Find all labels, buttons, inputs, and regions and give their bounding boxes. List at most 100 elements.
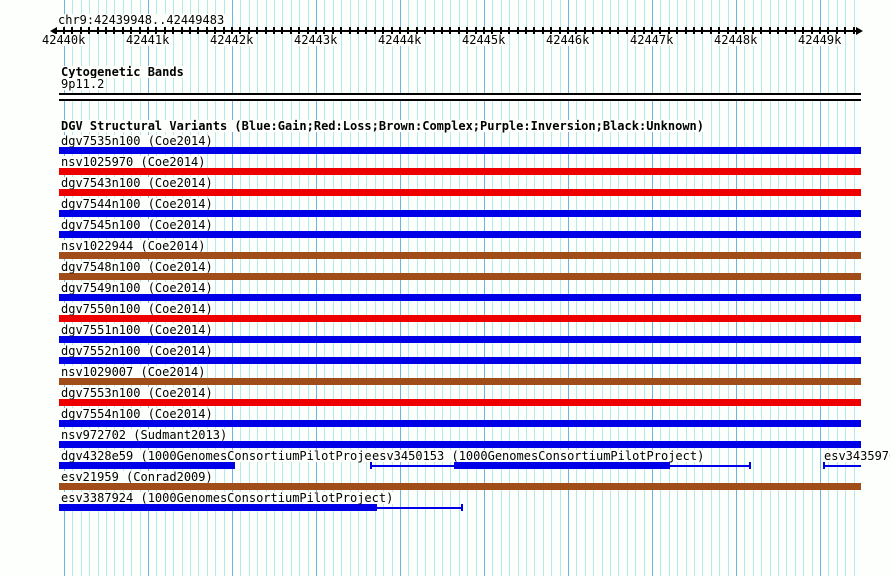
ruler-tick — [525, 27, 527, 34]
gridline-minor — [836, 0, 838, 576]
variant-bar[interactable] — [59, 273, 861, 280]
ruler-tick — [676, 27, 679, 34]
variant-label[interactable]: nsv1029007 (Coe2014) — [60, 365, 207, 379]
variant-label[interactable]: esv3435976 — [823, 450, 890, 462]
variant-bar[interactable] — [59, 504, 378, 511]
ruler-tick — [415, 27, 418, 34]
gridline-minor — [551, 0, 553, 576]
ruler-tick — [844, 27, 847, 34]
gridline-minor — [442, 0, 443, 576]
gridline-minor — [685, 0, 687, 576]
variant-bar[interactable] — [59, 357, 861, 364]
variant-label[interactable]: esv21959 (Conrad2009) — [60, 470, 214, 484]
variant-label[interactable]: nsv1022944 (Coe2014) — [60, 239, 207, 253]
variant-label[interactable]: nsv972702 (Sudmant2013) — [60, 428, 229, 442]
gridline-minor — [467, 0, 469, 576]
variant-label[interactable]: dgv7550n100 (Coe2014) — [60, 302, 214, 316]
variant-bar[interactable] — [59, 483, 861, 490]
gridline-minor — [710, 0, 712, 576]
variant-bar[interactable] — [453, 462, 670, 469]
gridline-major — [232, 0, 233, 576]
variant-range-end-tick[interactable] — [369, 462, 372, 469]
ruler-tick — [793, 27, 796, 34]
variant-bar[interactable] — [59, 378, 861, 385]
ruler-tick — [105, 27, 107, 34]
ruler-tick-label: 42449k — [797, 33, 843, 47]
gridline-minor — [752, 0, 754, 576]
variant-range-line[interactable] — [824, 465, 861, 467]
cytoband-track-title: Cytogenetic Bands — [60, 65, 185, 79]
gridline-minor — [719, 0, 721, 576]
ruler-tick — [273, 27, 275, 34]
gridline-minor — [240, 0, 242, 576]
gridline-minor — [660, 0, 662, 576]
ruler-tick — [331, 27, 334, 34]
gridline-minor — [274, 0, 275, 576]
variant-label[interactable]: dgv7554n100 (Coe2014) — [60, 407, 214, 421]
variant-bar[interactable] — [59, 420, 861, 427]
gridline-minor — [584, 0, 586, 576]
variant-bar[interactable] — [59, 210, 861, 217]
variant-label[interactable]: nsv1025970 (Coe2014) — [60, 155, 207, 169]
variant-bar[interactable] — [59, 168, 861, 175]
variant-label[interactable]: esv3387924 (1000GenomesConsortiumPilotPr… — [60, 491, 395, 505]
variant-bar[interactable] — [59, 294, 861, 301]
variant-label[interactable]: dgv7549n100 (Coe2014) — [60, 281, 214, 295]
ruler-tick — [735, 27, 737, 34]
ruler-tick — [693, 27, 695, 34]
gridline-minor — [845, 0, 847, 576]
variant-label[interactable]: dgv7545n100 (Coe2014) — [60, 218, 214, 232]
gridline-minor — [668, 0, 670, 576]
gridline-minor — [341, 0, 343, 576]
variant-bar[interactable] — [59, 231, 861, 238]
ruler-tick — [567, 27, 569, 34]
variant-bar[interactable] — [59, 336, 861, 343]
ruler-tick — [214, 27, 217, 34]
gridline-major — [736, 0, 737, 576]
gridline-minor — [290, 0, 292, 576]
gridline-minor — [509, 0, 511, 576]
gridline-minor — [677, 0, 679, 576]
ruler-tick — [348, 27, 351, 34]
variant-bar[interactable] — [59, 189, 861, 196]
variant-range-end-tick[interactable] — [461, 504, 464, 511]
cytoband-glyph[interactable] — [59, 93, 861, 101]
cytoband-label[interactable]: 9p11.2 — [60, 77, 106, 91]
ruler-tick — [575, 27, 578, 34]
variant-bar[interactable] — [59, 399, 861, 406]
ruler-tick — [281, 27, 284, 34]
variant-range-end-tick[interactable] — [823, 462, 826, 469]
gridline-minor — [425, 0, 427, 576]
variant-bar[interactable] — [59, 252, 861, 259]
variant-label[interactable]: dgv7543n100 (Coe2014) — [60, 176, 214, 190]
variant-bar[interactable] — [59, 441, 861, 448]
gridline-minor — [215, 0, 217, 576]
variant-label[interactable]: dgv7552n100 (Coe2014) — [60, 344, 214, 358]
variant-label[interactable]: esv3450153 (1000GenomesConsortiumPilotPr… — [371, 449, 706, 463]
gridline-minor — [635, 0, 637, 576]
variant-label[interactable]: dgv4328e59 (1000GenomesConsortiumPilotPr… — [60, 449, 395, 463]
variant-label[interactable]: dgv7551n100 (Coe2014) — [60, 323, 214, 337]
gridline-minor — [408, 0, 410, 576]
variant-label[interactable]: dgv7535n100 (Coe2014) — [60, 134, 214, 148]
ruler-tick — [802, 27, 805, 34]
gridline-minor — [383, 0, 385, 576]
variant-bar[interactable] — [59, 462, 236, 469]
ruler-tick — [432, 27, 435, 34]
variant-label[interactable]: dgv7544n100 (Coe2014) — [60, 197, 214, 211]
gridline-minor — [475, 0, 477, 576]
ruler-tick — [516, 27, 519, 34]
variant-label[interactable]: dgv7548n100 (Coe2014) — [60, 260, 214, 274]
gridline-minor — [349, 0, 351, 576]
variant-label[interactable]: dgv7553n100 (Coe2014) — [60, 386, 214, 400]
ruler-right-arrow-icon — [856, 27, 863, 35]
ruler-tick-label: 42443k — [293, 33, 339, 47]
variant-bar[interactable] — [59, 315, 861, 322]
gridline-minor — [601, 0, 603, 576]
ruler-tick — [340, 27, 343, 34]
variant-bar[interactable] — [59, 147, 861, 154]
variant-range-end-tick[interactable] — [749, 462, 752, 469]
ruler-tick — [533, 27, 536, 34]
gridline-minor — [702, 0, 704, 576]
